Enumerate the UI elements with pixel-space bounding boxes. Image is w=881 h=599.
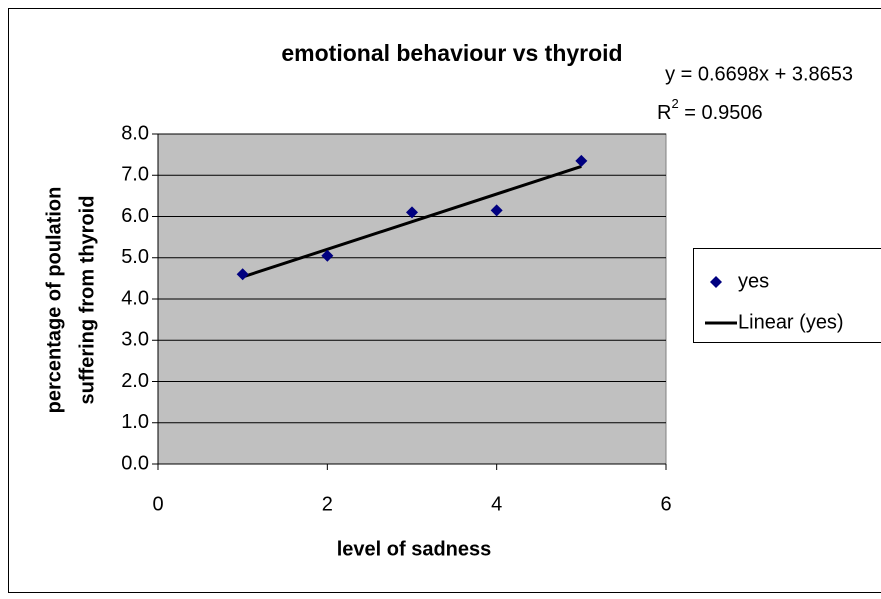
legend-label: yes bbox=[738, 270, 769, 292]
r-squared-base: R bbox=[657, 102, 671, 124]
x-tick-label: 4 bbox=[491, 493, 502, 515]
data-point bbox=[406, 206, 418, 219]
y-axis-label: percentage of poulation bbox=[43, 187, 65, 414]
r-squared: R2 = 0.9506 bbox=[657, 96, 763, 124]
r-squared-sup: 2 bbox=[671, 96, 678, 111]
y-axis-label: suffering from thyroid bbox=[76, 196, 98, 405]
x-tick-label: 6 bbox=[660, 493, 671, 515]
y-tick-label: 7.0 bbox=[121, 164, 149, 186]
y-tick-label: 3.0 bbox=[121, 329, 149, 351]
y-tick-label: 8.0 bbox=[121, 122, 149, 144]
y-tick-label: 0.0 bbox=[121, 452, 149, 474]
x-tick-label: 0 bbox=[152, 493, 163, 515]
y-tick-label: 5.0 bbox=[121, 246, 149, 268]
y-tick-label: 6.0 bbox=[121, 205, 149, 227]
x-tick-label: 2 bbox=[322, 493, 333, 515]
trendline bbox=[242, 164, 582, 279]
legend-marker bbox=[710, 276, 722, 288]
y-tick-label: 2.0 bbox=[121, 370, 149, 392]
data-point bbox=[575, 154, 588, 167]
data-point bbox=[321, 249, 334, 262]
data-point bbox=[236, 268, 249, 281]
r-squared-rest: = 0.9506 bbox=[679, 102, 763, 124]
x-axis-label: level of sadness bbox=[337, 538, 492, 560]
y-tick-label: 1.0 bbox=[121, 411, 149, 433]
trendline-equation: y = 0.6698x + 3.8653 bbox=[665, 63, 853, 85]
legend-box bbox=[693, 248, 881, 343]
legend-label: Linear (yes) bbox=[738, 311, 844, 333]
chart-title: emotional behaviour vs thyroid bbox=[281, 40, 622, 66]
data-point bbox=[490, 204, 503, 217]
y-tick-label: 4.0 bbox=[121, 287, 149, 309]
